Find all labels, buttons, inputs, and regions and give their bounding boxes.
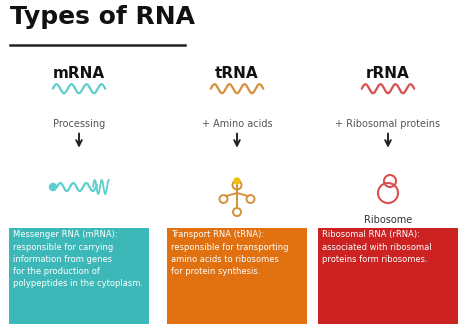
Text: Transport RNA (tRNA):
responsible for transporting
amino acids to ribosomes
for : Transport RNA (tRNA): responsible for tr… xyxy=(171,230,289,276)
Bar xyxy=(167,228,307,324)
Bar xyxy=(318,228,458,324)
Text: rRNA: rRNA xyxy=(366,66,410,81)
Text: Types of RNA: Types of RNA xyxy=(10,5,195,29)
Text: + Ribosomal proteins: + Ribosomal proteins xyxy=(336,119,440,129)
Text: Messenger RNA (mRNA):
responsible for carrying
information from genes
for the pr: Messenger RNA (mRNA): responsible for ca… xyxy=(13,230,143,288)
Text: mRNA: mRNA xyxy=(53,66,105,81)
Bar xyxy=(9,228,149,324)
Text: Ribosomal RNA (rRNA):
associated with ribosomal
proteins form ribosomes.: Ribosomal RNA (rRNA): associated with ri… xyxy=(322,230,432,264)
Text: Ribosome: Ribosome xyxy=(364,215,412,225)
Text: + Amino acids: + Amino acids xyxy=(202,119,272,129)
Text: Processing: Processing xyxy=(53,119,105,129)
Circle shape xyxy=(49,183,56,191)
Text: tRNA: tRNA xyxy=(215,66,259,81)
Circle shape xyxy=(234,178,240,184)
